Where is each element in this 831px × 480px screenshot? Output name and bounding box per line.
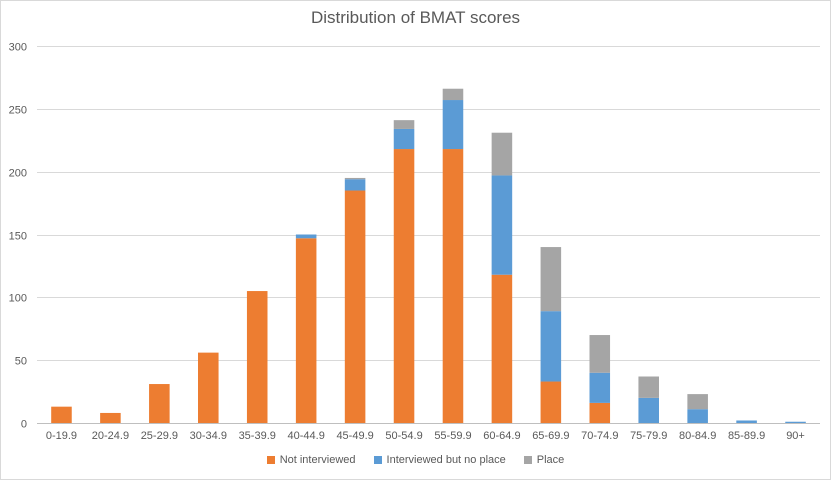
y-tick-label-200: 200 bbox=[9, 168, 27, 180]
chart-title: Distribution of BMAT scores bbox=[310, 8, 521, 27]
x-tick-label-80-84.9: 80-84.9 bbox=[679, 430, 716, 442]
bar-40-44.9-series-0 bbox=[295, 238, 317, 423]
x-tick-label-75-79.9: 75-79.9 bbox=[630, 430, 667, 442]
bar-55-59.9-series-0 bbox=[442, 149, 464, 423]
bar-30-34.9-series-0 bbox=[198, 352, 219, 423]
x-tick-label-25-29.9: 25-29.9 bbox=[141, 430, 178, 442]
x-tick-label-90+: 90+ bbox=[786, 430, 805, 442]
legend-swatch-place bbox=[523, 456, 532, 464]
x-tick-label-20-24.9: 20-24.9 bbox=[92, 430, 129, 442]
y-tick-label-100: 100 bbox=[9, 293, 27, 305]
bar-35-39.9-series-0 bbox=[246, 291, 268, 423]
bar-60-64.9-series-0 bbox=[491, 274, 513, 423]
legend-entry-not-interviewed: Not interviewed bbox=[266, 454, 356, 466]
bar-40-44.9-series-1 bbox=[295, 234, 317, 239]
bar-75-79.9-series-2 bbox=[638, 376, 659, 398]
bar-45-49.9-series-2 bbox=[344, 177, 366, 180]
legend-label-not-interviewed: Not interviewed bbox=[279, 454, 356, 466]
bar-65-69.9-series-1 bbox=[540, 311, 562, 382]
y-tick-label-250: 250 bbox=[9, 105, 27, 117]
y-tick-label-0: 0 bbox=[21, 419, 27, 431]
bar-85-89.9-series-1 bbox=[736, 420, 757, 423]
bar-80-84.9-series-1 bbox=[687, 409, 708, 423]
bar-50-54.9-series-0 bbox=[393, 149, 415, 423]
bar-50-54.9-series-1 bbox=[393, 128, 415, 150]
bar-65-69.9-series-0 bbox=[540, 381, 562, 423]
legend: Not interviewed Interviewed but no place… bbox=[0, 454, 831, 466]
bar-55-59.9-series-1 bbox=[442, 100, 464, 150]
x-tick-label-35-39.9: 35-39.9 bbox=[239, 430, 276, 442]
bar-90+-series-1 bbox=[785, 421, 806, 423]
gridlines bbox=[37, 46, 820, 424]
bar-55-59.9-series-2 bbox=[442, 88, 464, 101]
bar-70-74.9-series-2 bbox=[589, 335, 611, 373]
x-tick-label-50-54.9: 50-54.9 bbox=[385, 430, 422, 442]
bar-70-74.9-series-1 bbox=[589, 372, 611, 403]
y-axis: 0 50 100 150 200 250 300 bbox=[9, 42, 27, 431]
bar-60-64.9-series-2 bbox=[491, 132, 513, 176]
y-tick-label-150: 150 bbox=[9, 231, 27, 243]
bar-20-24.9-series-0 bbox=[100, 412, 121, 423]
bar-65-69.9-series-2 bbox=[540, 247, 562, 312]
x-tick-label-0-19.9: 0-19.9 bbox=[46, 430, 77, 442]
legend-entry-place: Place bbox=[523, 454, 565, 466]
x-tick-label-30-34.9: 30-34.9 bbox=[190, 430, 227, 442]
x-tick-label-40-44.9: 40-44.9 bbox=[288, 430, 325, 442]
x-tick-label-70-74.9: 70-74.9 bbox=[581, 430, 618, 442]
x-tick-label-45-49.9: 45-49.9 bbox=[336, 430, 373, 442]
x-tick-label-55-59.9: 55-59.9 bbox=[434, 430, 471, 442]
bar-50-54.9-series-2 bbox=[393, 120, 415, 129]
legend-label-place: Place bbox=[536, 454, 565, 466]
legend-swatch-interviewed-no-place bbox=[373, 456, 382, 464]
bar-60-64.9-series-1 bbox=[491, 175, 513, 275]
x-tick-label-85-89.9: 85-89.9 bbox=[728, 430, 765, 442]
legend-swatch-not-interviewed bbox=[266, 456, 275, 464]
bars bbox=[51, 88, 806, 423]
bar-45-49.9-series-0 bbox=[344, 190, 366, 423]
legend-label-interviewed-no-place: Interviewed but no place bbox=[386, 454, 506, 466]
bar-70-74.9-series-0 bbox=[589, 402, 611, 423]
x-tick-label-65-69.9: 65-69.9 bbox=[532, 430, 569, 442]
bar-0-19.9-series-0 bbox=[51, 406, 72, 423]
y-tick-label-50: 50 bbox=[15, 356, 27, 368]
x-tick-label-60-64.9: 60-64.9 bbox=[483, 430, 520, 442]
bar-25-29.9-series-0 bbox=[149, 384, 170, 423]
legend-entry-interviewed-no-place: Interviewed but no place bbox=[373, 454, 506, 466]
bar-45-49.9-series-1 bbox=[344, 179, 366, 191]
y-tick-label-300: 300 bbox=[9, 42, 27, 54]
bar-75-79.9-series-1 bbox=[638, 397, 659, 423]
x-axis: 0-19.9 20-24.9 25-29.9 30-34.9 35-39.9 40-44.… bbox=[46, 430, 805, 442]
bar-80-84.9-series-2 bbox=[687, 394, 708, 410]
